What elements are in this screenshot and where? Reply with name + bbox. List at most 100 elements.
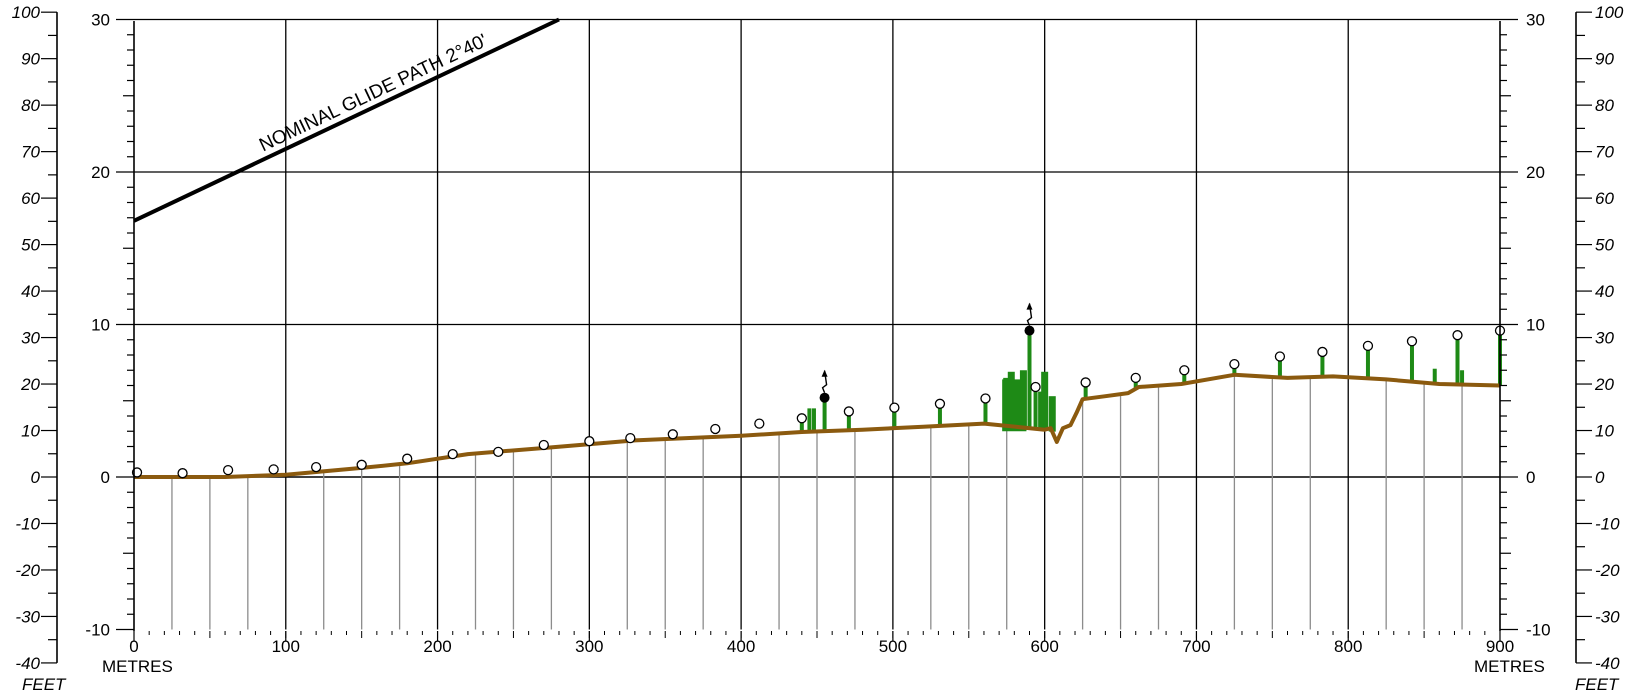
obstacle-point xyxy=(1130,372,1141,384)
y-tick-label-feet-right: -10 xyxy=(1595,514,1620,533)
obstacle-point xyxy=(177,468,188,479)
vegetation-bar xyxy=(1460,370,1465,385)
x-tick-label: 900 xyxy=(1486,637,1514,656)
glide-path: NOMINAL GLIDE PATH 2°40' xyxy=(133,17,560,223)
x-tick-label: 200 xyxy=(423,637,451,656)
obstacle-point xyxy=(1080,377,1091,388)
obstacle-point xyxy=(980,393,991,404)
obstacle-point xyxy=(268,464,279,475)
obstacle-point xyxy=(1317,346,1328,358)
x-tick-label: 800 xyxy=(1334,637,1362,656)
obstacle-point xyxy=(1452,330,1463,341)
y-tick-label-feet-left: 40 xyxy=(21,282,40,301)
obstacle-point xyxy=(493,446,504,457)
y-tick-label-feet-right: 40 xyxy=(1595,282,1614,301)
vegetation-bar xyxy=(1133,377,1138,389)
grid xyxy=(134,18,1500,478)
obstacle-point xyxy=(889,402,900,413)
y-tick-label-metres-left: 10 xyxy=(91,316,110,335)
obstacle-point xyxy=(843,406,855,417)
obstacle-light-arrowhead xyxy=(1026,302,1033,310)
y-tick-label-feet-right: 30 xyxy=(1595,329,1614,348)
x-tick-label: 400 xyxy=(727,637,755,656)
vegetation-bar xyxy=(1455,335,1460,385)
vegetation-bar xyxy=(799,418,804,433)
obstacle-point xyxy=(356,459,367,470)
y-tick-label-metres-left: 30 xyxy=(91,11,110,30)
x-tick-label: 100 xyxy=(272,637,300,656)
vegetation-bar xyxy=(1409,341,1414,382)
y-tick-label-metres-right: 20 xyxy=(1526,163,1545,182)
obstacle-point xyxy=(934,398,946,409)
y-tick-label-feet-left: 60 xyxy=(21,189,40,208)
left-feet-unit-label: FEET xyxy=(22,675,67,694)
y-tick-label-feet-right: 80 xyxy=(1595,96,1614,115)
vegetation-bar xyxy=(1277,356,1282,378)
x-tick-label: 500 xyxy=(879,637,907,656)
x-tick-label: 700 xyxy=(1182,637,1210,656)
obstacle-point xyxy=(796,413,807,424)
obstacle-point xyxy=(584,436,595,447)
obstacle-point xyxy=(447,448,458,460)
terrain-line xyxy=(134,372,1501,479)
vegetation-bar xyxy=(1182,370,1187,384)
vegetation-bar xyxy=(1365,345,1370,379)
y-tick-label-feet-left: 20 xyxy=(20,375,40,394)
obstacle-light-arrowhead xyxy=(821,369,828,377)
vertical-reference-lines xyxy=(171,374,1463,630)
vegetation-bar xyxy=(807,408,812,432)
vegetation-bar xyxy=(1320,351,1325,377)
x-unit-label-left: METRES xyxy=(102,657,173,676)
y-tick-label-metres-right: 30 xyxy=(1526,11,1545,30)
y-tick-label-feet-left: 100 xyxy=(12,3,41,22)
vegetation-bar xyxy=(1033,387,1038,429)
right-feet-unit-label: FEET xyxy=(1575,675,1620,694)
obstacle-point xyxy=(710,423,721,435)
obstacle-point xyxy=(538,439,549,451)
obstacle-light-symbol xyxy=(1026,303,1033,326)
y-tick-label-feet-right: 100 xyxy=(1595,3,1624,22)
y-tick-label-metres-left: -10 xyxy=(85,621,110,640)
y-tick-label-feet-right: 20 xyxy=(1594,375,1614,394)
lighted-obstacle-point xyxy=(819,392,830,403)
vegetation-bar xyxy=(1041,371,1049,430)
vegetation-bar xyxy=(1027,330,1032,429)
vegetation-bar xyxy=(846,411,851,431)
obstacle-point xyxy=(402,453,413,464)
obstacle-markers xyxy=(131,302,1506,479)
vegetation-bar xyxy=(983,398,988,424)
glide-path-label: NOMINAL GLIDE PATH 2°40' xyxy=(256,30,490,156)
x-tick-label: 600 xyxy=(1030,637,1058,656)
obstacle-point xyxy=(1030,381,1041,393)
y-tick-label-metres-left: 0 xyxy=(101,468,110,487)
obstacle-point xyxy=(1362,340,1374,352)
vegetation-bar xyxy=(892,407,897,429)
y-tick-label-metres-left: 20 xyxy=(91,163,110,182)
y-tick-label-feet-left: -10 xyxy=(15,514,40,533)
vegetation-bar xyxy=(1432,368,1437,384)
y-tick-label-feet-right: 60 xyxy=(1595,189,1614,208)
obstacle-point xyxy=(1179,365,1190,376)
obstacle-light-symbol xyxy=(821,370,828,393)
vegetation-bar xyxy=(822,397,827,432)
vegetation-bar xyxy=(937,403,942,426)
obstacle-point xyxy=(222,464,234,476)
x-unit-label-right: METRES xyxy=(1474,657,1545,676)
vegetation-bar xyxy=(811,408,816,432)
y-tick-label-feet-right: 10 xyxy=(1595,422,1614,441)
vegetation-cluster xyxy=(1002,379,1027,432)
y-tick-label-metres-right: -10 xyxy=(1526,621,1551,640)
y-tick-label-feet-left: 80 xyxy=(21,96,40,115)
lighted-obstacle-point xyxy=(1024,325,1035,336)
y-tick-label-feet-left: 0 xyxy=(31,468,41,487)
y-tick-label-metres-right: 10 xyxy=(1526,316,1545,335)
y-tick-label-feet-left: 50 xyxy=(21,236,40,255)
obstacle-point xyxy=(1406,336,1418,347)
y-tick-label-feet-left: -40 xyxy=(15,654,40,673)
y-tick-label-feet-left: -30 xyxy=(15,607,40,626)
vegetation-bar xyxy=(1048,396,1056,432)
y-tick-label-feet-left: -20 xyxy=(15,561,40,580)
y-tick-label-feet-right: -20 xyxy=(1595,561,1620,580)
glide-path-line xyxy=(133,17,560,223)
